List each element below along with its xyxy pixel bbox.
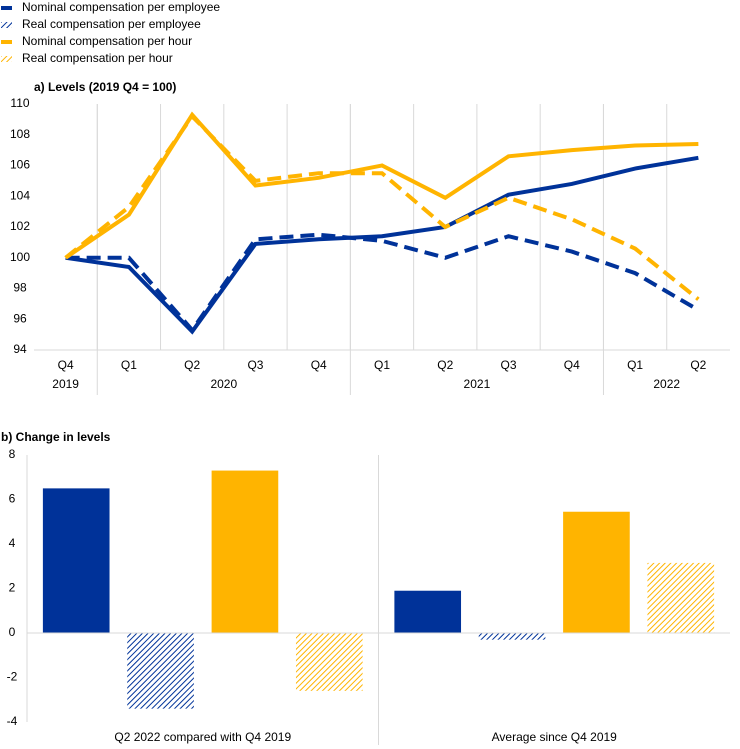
bar <box>394 590 462 633</box>
series-line <box>65 155 699 335</box>
y-tick-label: 2 <box>9 581 16 595</box>
panel-title: a) Levels (2019 Q4 = 100) <box>34 80 176 94</box>
y-tick-label: 96 <box>13 311 27 325</box>
y-tick-label: 106 <box>10 158 30 172</box>
x-tick-label: Q3 <box>247 358 263 372</box>
x-tick-label: Q2 <box>437 358 453 372</box>
x-tick-label: Average since Q4 2019 <box>492 730 618 744</box>
legend-label: Real compensation per employee <box>22 17 201 31</box>
legend-swatch <box>1 22 12 28</box>
x-tick-label: Q4 <box>311 358 327 372</box>
bar <box>478 633 546 640</box>
x-tick-label: Q4 <box>58 358 74 372</box>
y-tick-label: 102 <box>10 219 30 233</box>
y-tick-label: 4 <box>9 536 16 550</box>
year-label: 2021 <box>464 377 491 391</box>
x-tick-label: Q4 <box>564 358 580 372</box>
x-tick-label: Q1 <box>121 358 137 372</box>
bar <box>127 633 194 709</box>
bar <box>42 488 110 633</box>
series-line <box>65 232 700 334</box>
y-tick-label: 104 <box>10 188 30 202</box>
y-tick-label: 110 <box>10 96 29 110</box>
y-tick-label: -4 <box>7 714 18 728</box>
year-label: 2019 <box>52 377 79 391</box>
y-tick-label: 8 <box>9 447 16 461</box>
y-tick-label: 0 <box>9 625 16 639</box>
panel-title: b) Change in levels <box>1 430 111 444</box>
x-tick-label: Q1 <box>374 358 390 372</box>
legend-label: Nominal compensation per employee <box>22 0 220 14</box>
y-tick-label: 108 <box>10 127 30 141</box>
year-label: 2022 <box>653 377 680 391</box>
x-tick-label: Q2 <box>690 358 706 372</box>
y-tick-label: 100 <box>10 250 30 264</box>
bar <box>647 562 715 633</box>
legend-label: Nominal compensation per hour <box>22 34 192 48</box>
x-tick-label: Q2 <box>184 358 200 372</box>
legend-swatch <box>1 56 12 62</box>
y-tick-label: -2 <box>7 670 18 684</box>
y-tick-label: 6 <box>9 492 16 506</box>
x-tick-label: Q2 2022 compared with Q4 2019 <box>114 730 291 744</box>
x-tick-label: Q3 <box>501 358 517 372</box>
series-line <box>64 113 700 301</box>
bar <box>295 633 363 691</box>
x-tick-label: Q1 <box>627 358 643 372</box>
y-tick-label: 94 <box>13 342 27 356</box>
bar <box>211 470 279 633</box>
legend-label: Real compensation per hour <box>22 51 173 65</box>
year-label: 2020 <box>210 377 237 391</box>
bar <box>563 511 630 633</box>
y-tick-label: 98 <box>13 281 27 295</box>
